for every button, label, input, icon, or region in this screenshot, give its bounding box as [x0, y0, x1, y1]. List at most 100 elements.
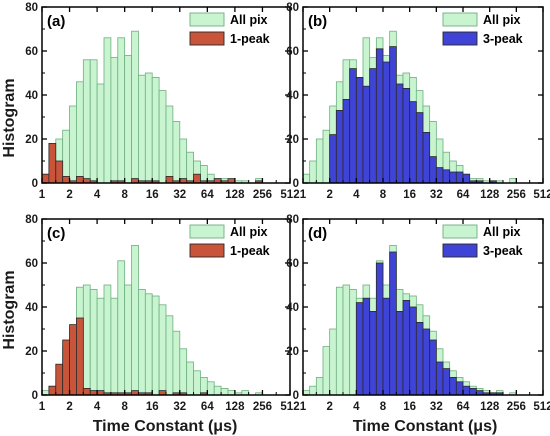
- x-tick-label: 512: [280, 189, 299, 201]
- histogram-bar: [206, 381, 215, 396]
- histogram-bar: [389, 46, 397, 184]
- histogram-bar: [315, 138, 324, 184]
- y-tick-label: 40: [286, 90, 299, 102]
- histogram-bar: [165, 315, 174, 396]
- histogram-bar: [69, 105, 77, 184]
- y-tick-label: 80: [25, 214, 38, 226]
- legend-swatch: [189, 243, 225, 258]
- legend-swatch: [442, 243, 478, 258]
- y-tick-label: 60: [25, 46, 38, 58]
- x-tick-label: 8: [380, 401, 387, 413]
- histogram-bar: [382, 61, 391, 184]
- histogram-bar: [442, 368, 451, 396]
- histogram-bar: [355, 77, 364, 184]
- histogram-bar: [389, 251, 397, 396]
- histogram-bar: [355, 302, 364, 396]
- series-peak: [355, 251, 504, 396]
- histogram-bar: [82, 387, 91, 396]
- y-tick-label: 0: [32, 390, 38, 402]
- histogram-bar: [455, 381, 464, 396]
- panel-label: (b): [308, 13, 327, 30]
- histogram-bar: [144, 72, 153, 184]
- histogram-bar: [69, 324, 77, 396]
- x-tick-label: 256: [507, 401, 526, 413]
- x-tick-label: 1: [39, 401, 46, 413]
- legend-swatch: [442, 12, 478, 27]
- x-tick-label: 4: [94, 189, 101, 201]
- x-tick-label: 512: [280, 401, 299, 413]
- histogram-bar: [329, 328, 337, 396]
- histogram-bar: [369, 68, 377, 184]
- legend-label: All pix: [230, 225, 268, 239]
- panel-label: (c): [47, 225, 65, 242]
- histogram-bar: [375, 48, 384, 184]
- panel-label: (d): [308, 225, 327, 242]
- histogram-bar: [117, 37, 126, 184]
- x-tick-label: 4: [353, 189, 360, 201]
- histogram-bar: [82, 284, 91, 396]
- x-tick-label: 256: [253, 401, 272, 413]
- histogram-bar: [422, 328, 431, 396]
- histogram-bar: [131, 30, 139, 184]
- histogram-bar: [309, 385, 317, 396]
- x-tick-label: 8: [121, 189, 128, 201]
- histogram-bar: [415, 112, 424, 184]
- x-tick-label: 128: [225, 189, 245, 201]
- y-tick-label: 20: [286, 134, 299, 146]
- histogram-bar: [158, 304, 167, 396]
- histogram-bar: [322, 129, 331, 184]
- histogram-bar: [48, 385, 57, 396]
- histogram-bar: [62, 339, 70, 396]
- histogram-bar: [402, 299, 411, 396]
- y-tick-label: 40: [25, 302, 38, 314]
- x-tick-label: 16: [403, 401, 416, 413]
- histogram-bar: [375, 262, 384, 396]
- histogram-bar: [89, 59, 98, 184]
- histogram-bar: [186, 361, 194, 396]
- histogram-bar: [335, 110, 344, 184]
- x-tick-label: 1: [300, 401, 307, 413]
- chart-panel-3: 0 20 40 60 80 1 2 4 8 16 32 64 128 256 512 (c) All pix 1-…: [25, 214, 299, 413]
- x-tick-label: 512: [533, 401, 550, 413]
- x-tick-label: 32: [430, 189, 443, 201]
- histogram-bar: [62, 175, 70, 184]
- histogram-bar: [151, 77, 160, 184]
- y-tick-label: 40: [286, 302, 299, 314]
- y-tick-label: 80: [286, 214, 299, 226]
- histogram-bar: [302, 173, 311, 184]
- histogram-bar: [362, 85, 371, 184]
- histogram-bar: [455, 171, 464, 184]
- y-tick-label: 20: [25, 346, 38, 358]
- y-tick-label: 20: [25, 134, 38, 146]
- x-tick-label: 64: [201, 189, 214, 201]
- histogram-bar: [138, 288, 146, 396]
- histogram-bar: [402, 88, 411, 184]
- legend-swatch: [189, 31, 225, 46]
- histogram-bar: [462, 173, 471, 184]
- histogram-bar: [429, 156, 437, 184]
- chart-panel-4: 0 20 40 60 80 1 2 4 8 16 32 64 128 256 512 (d) All pix 3-…: [286, 214, 550, 413]
- x-tick-label: 4: [94, 401, 101, 413]
- y-tick-label: 60: [25, 258, 38, 270]
- x-tick-label: 1: [300, 189, 307, 201]
- histogram-bar: [329, 134, 337, 184]
- histogram-bar: [55, 363, 64, 396]
- y-tick-label: 0: [32, 178, 38, 190]
- histogram-bar: [144, 293, 153, 396]
- y-tick-label: 0: [293, 390, 299, 402]
- histogram-bar: [76, 175, 84, 184]
- panel-label: (a): [47, 13, 65, 30]
- legend-label: All pix: [483, 13, 521, 27]
- legend-swatch: [189, 12, 225, 27]
- chart-panel-1: 0 20 40 60 80 1 2 4 8 16 32 64 128 256 512 (a) All pix 1-…: [25, 2, 299, 201]
- histogram-bar: [469, 387, 477, 396]
- legend-label: 3-peak: [483, 32, 523, 46]
- chart-panel-2: 0 20 40 60 80 1 2 4 8 16 32 64 128 256 512 (b) All pix 3-…: [286, 2, 550, 201]
- x-axis-label-right: Time Constant (μs): [353, 418, 498, 435]
- y-tick-label: 60: [286, 258, 299, 270]
- histogram-bar: [193, 370, 201, 396]
- histogram-bar: [117, 260, 126, 396]
- legend-swatch: [189, 224, 225, 239]
- histogram-bar: [82, 59, 91, 184]
